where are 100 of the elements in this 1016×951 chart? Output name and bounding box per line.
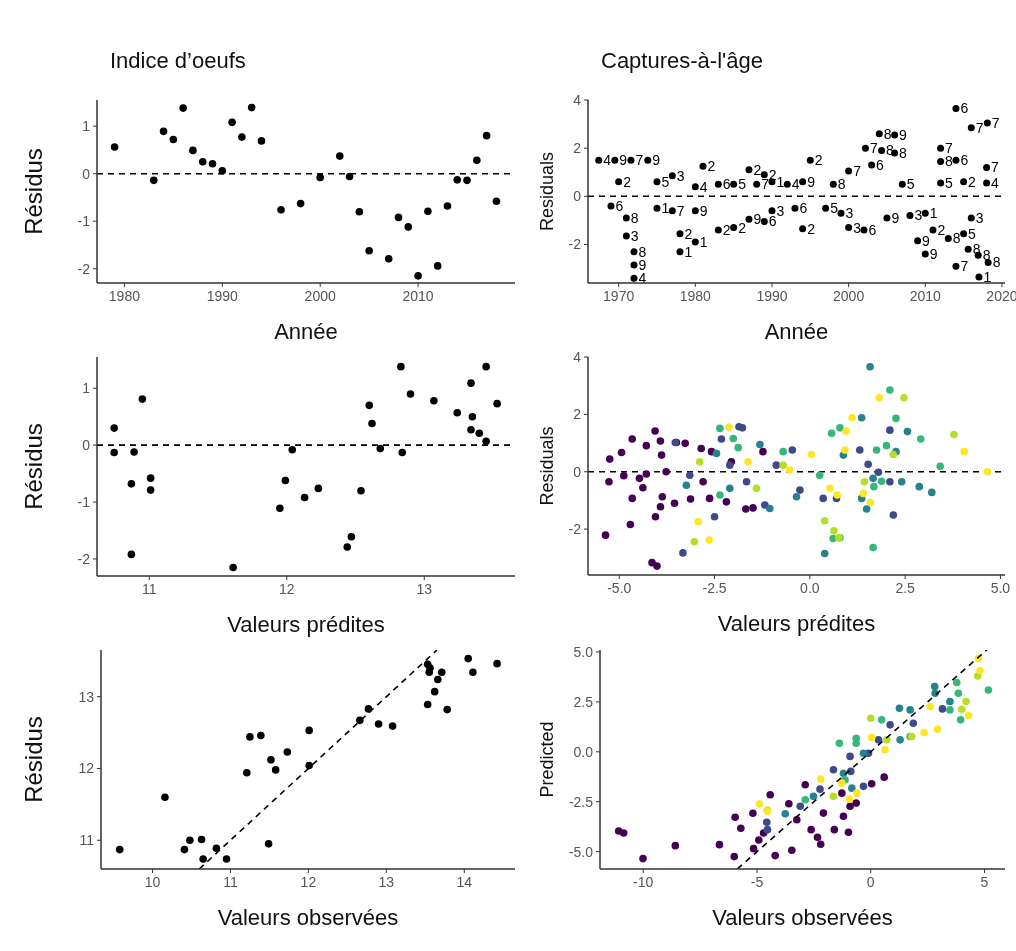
text: 4 [991, 174, 999, 191]
text: 3 [630, 227, 639, 244]
text: 2 [684, 225, 693, 242]
x-tick-label: 0 [866, 874, 875, 890]
text: 2 [707, 158, 716, 175]
text: 8 [630, 209, 639, 226]
text: 9 [891, 209, 900, 226]
text: 1 [983, 268, 992, 285]
text: 9 [652, 152, 661, 169]
text: 7 [853, 162, 861, 179]
text: 7 [991, 114, 1000, 131]
text: 4 [699, 178, 708, 195]
text: 8 [952, 230, 961, 247]
text: 2 [807, 220, 815, 237]
x-tick-label: 5 [980, 874, 989, 890]
y-axis-title: Résidus [20, 716, 47, 803]
x-tick-label: -10 [633, 874, 654, 890]
y-tick-label: 5.0 [573, 643, 594, 660]
text: 3 [975, 209, 984, 226]
text: 3 [776, 202, 785, 219]
text: 2 [753, 161, 762, 178]
series-label: 5 [968, 225, 977, 242]
x-tick-label: 10 [144, 874, 161, 890]
x-tick-label: 2000 [833, 288, 865, 304]
y-tick-label: -2 [77, 260, 91, 277]
y-tick-label: -2 [77, 550, 91, 567]
text: 5 [738, 176, 746, 193]
text: 9 [899, 126, 907, 143]
text: 3 [845, 205, 854, 222]
x-tick-label: 5.0 [990, 580, 1011, 596]
x-tick-label: 1990 [206, 288, 239, 304]
y-tick-label: -1 [77, 493, 91, 510]
y-tick-label: 0 [82, 165, 91, 182]
x-tick-label: 0.0 [800, 580, 820, 596]
y-tick-label: 12 [78, 760, 95, 777]
text: 2 [968, 173, 976, 190]
x-tick-label: 14 [456, 874, 473, 890]
y-axis-title: Residuals [537, 151, 557, 232]
text: 9 [753, 211, 762, 228]
x-axis-title: Valeurs prédites [717, 611, 876, 636]
text: 5 [661, 173, 670, 190]
text: 1 [699, 233, 708, 250]
x-axis-title: Année [764, 319, 829, 344]
text: 7 [869, 140, 878, 157]
text: 3 [914, 207, 923, 224]
text: 4 [638, 270, 647, 287]
y-tick-label: 4 [573, 91, 582, 108]
text: 3 [853, 219, 861, 236]
y-tick-label: 0.0 [573, 743, 594, 760]
y-tick-label: 13 [78, 688, 95, 705]
text: 6 [799, 200, 808, 217]
x-tick-label: 13 [378, 874, 395, 890]
x-tick-label: 2020 [986, 288, 1016, 304]
x-tick-label: -5.0 [607, 580, 632, 596]
y-tick-label: 2.5 [573, 693, 594, 710]
text: 5 [945, 174, 953, 191]
y-tick-label: -5.0 [568, 843, 594, 860]
y-axis-title: Résidus [20, 148, 47, 235]
series-label: 3 [676, 167, 685, 184]
x-tick-label: 13 [416, 581, 433, 597]
x-tick-label: 2000 [304, 288, 336, 304]
text: 2 [738, 219, 746, 236]
text: 2 [623, 173, 631, 190]
text: 7 [960, 258, 969, 275]
y-tick-label: 1 [82, 380, 91, 397]
text: 1 [929, 205, 938, 222]
y-axis-title: Residuals [537, 426, 557, 506]
text: 6 [615, 197, 624, 214]
text: 1 [661, 200, 670, 217]
x-tick-label: 11 [223, 874, 238, 890]
text: 1 [776, 173, 785, 190]
y-tick-label: 11 [79, 832, 95, 849]
y-tick-label: 0 [82, 437, 91, 454]
series-label: 6 [768, 213, 777, 230]
chart-title: Indice d’oeufs [110, 48, 246, 73]
y-tick-label: 0 [573, 463, 582, 480]
x-tick-label: -2.5 [702, 580, 727, 596]
series-label: 9 [619, 152, 628, 169]
text: 8 [982, 247, 991, 264]
text: 8 [883, 125, 892, 142]
text: 8 [992, 254, 1001, 271]
text: 9 [807, 173, 815, 190]
y-tick-label: 0 [573, 188, 582, 205]
text: 8 [899, 144, 907, 161]
x-tick-label: 2010 [909, 288, 942, 304]
series-label: 4 [603, 152, 612, 169]
text: 6 [960, 152, 969, 169]
x-axis-title: Valeurs observées [217, 905, 399, 930]
series-label: 1 [684, 243, 693, 260]
text: 7 [761, 176, 769, 193]
y-tick-label: -2 [568, 521, 582, 538]
y-tick-label: 2 [573, 406, 582, 423]
text: 9 [699, 202, 708, 219]
text: 4 [791, 176, 800, 193]
x-tick-label: 12 [300, 874, 317, 890]
y-axis-title: Predicted [537, 721, 557, 798]
text: 5 [830, 200, 838, 217]
x-axis-title: Valeurs observées [712, 905, 893, 930]
y-tick-label: 4 [573, 348, 582, 365]
x-tick-label: 12 [278, 581, 295, 597]
